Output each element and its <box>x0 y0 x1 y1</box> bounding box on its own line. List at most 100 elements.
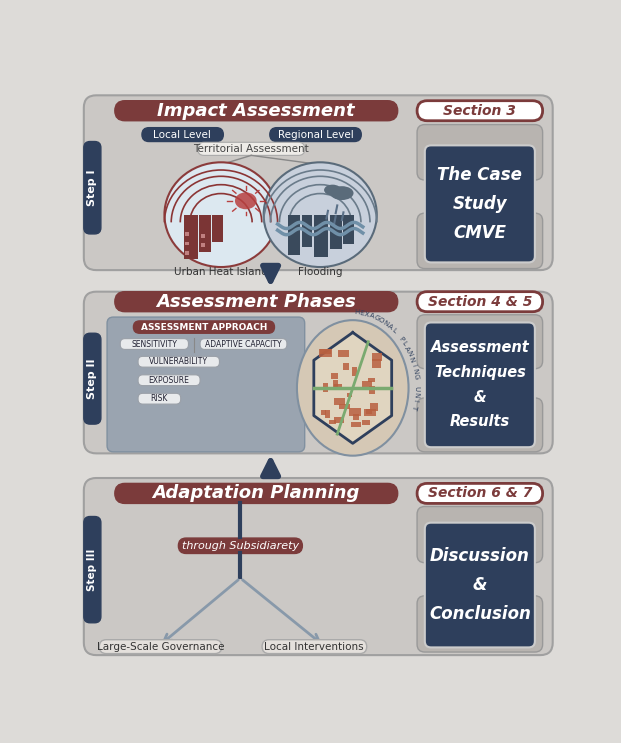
FancyBboxPatch shape <box>120 339 188 349</box>
Text: Discussion
&
Conclusion: Discussion & Conclusion <box>429 547 531 623</box>
FancyBboxPatch shape <box>417 101 543 120</box>
FancyBboxPatch shape <box>425 146 535 262</box>
Text: A: A <box>386 322 394 331</box>
Text: E: E <box>359 310 365 317</box>
FancyBboxPatch shape <box>440 562 519 596</box>
Text: Assessment
Techniques
&
Results: Assessment Techniques & Results <box>430 340 529 429</box>
FancyBboxPatch shape <box>84 141 101 234</box>
Bar <box>372 360 381 368</box>
Bar <box>319 349 332 357</box>
Text: A: A <box>368 312 375 319</box>
Text: Regional Level: Regional Level <box>278 129 353 140</box>
FancyBboxPatch shape <box>138 374 200 386</box>
Bar <box>185 251 189 255</box>
FancyBboxPatch shape <box>417 125 543 180</box>
Text: Adaptation Planning: Adaptation Planning <box>152 484 360 502</box>
Text: N: N <box>406 350 414 357</box>
FancyBboxPatch shape <box>417 292 543 312</box>
Bar <box>348 408 361 416</box>
FancyBboxPatch shape <box>115 101 397 120</box>
Bar <box>323 383 328 392</box>
FancyBboxPatch shape <box>84 478 553 655</box>
Text: Large-Scale Governance: Large-Scale Governance <box>97 642 224 652</box>
Text: Local Interventions: Local Interventions <box>264 642 364 652</box>
Bar <box>321 409 326 415</box>
FancyBboxPatch shape <box>425 522 535 647</box>
Text: Section 4 & 5: Section 4 & 5 <box>428 295 532 308</box>
Text: through Subsidiarety: through Subsidiarety <box>182 541 299 551</box>
FancyBboxPatch shape <box>138 357 219 367</box>
Bar <box>201 234 205 238</box>
FancyBboxPatch shape <box>417 596 543 652</box>
FancyBboxPatch shape <box>417 398 543 452</box>
Bar <box>201 243 205 247</box>
Bar <box>185 241 189 245</box>
Bar <box>329 420 337 424</box>
Text: EXPOSURE: EXPOSURE <box>148 376 189 385</box>
Text: U: U <box>413 386 419 392</box>
Text: Flooding: Flooding <box>298 267 342 276</box>
Text: Territorial Assessment: Territorial Assessment <box>193 144 309 155</box>
FancyBboxPatch shape <box>134 321 274 334</box>
Bar <box>320 349 331 354</box>
Text: G: G <box>412 374 419 380</box>
FancyBboxPatch shape <box>99 640 222 654</box>
Text: Impact Assessment: Impact Assessment <box>157 102 355 120</box>
FancyBboxPatch shape <box>417 507 543 562</box>
Text: P: P <box>397 335 405 343</box>
Ellipse shape <box>264 162 377 267</box>
Text: Section 3: Section 3 <box>443 104 516 117</box>
Ellipse shape <box>297 320 409 455</box>
Bar <box>302 215 312 247</box>
FancyBboxPatch shape <box>425 322 535 447</box>
Bar <box>347 393 352 398</box>
Text: ADAPTIVE CAPACITY: ADAPTIVE CAPACITY <box>205 340 282 348</box>
Text: T: T <box>411 404 418 409</box>
Text: I: I <box>412 399 419 402</box>
Bar <box>334 384 342 390</box>
FancyBboxPatch shape <box>84 516 101 623</box>
Text: SENSITIVITY: SENSITIVITY <box>132 340 177 348</box>
Bar <box>185 233 189 236</box>
Bar <box>364 409 376 416</box>
Bar <box>343 215 353 244</box>
Text: N: N <box>382 319 389 327</box>
Bar <box>330 215 342 250</box>
Text: Local Level: Local Level <box>153 129 211 140</box>
Polygon shape <box>314 332 392 444</box>
FancyBboxPatch shape <box>270 128 361 141</box>
Text: A: A <box>403 345 410 352</box>
Ellipse shape <box>330 186 353 200</box>
Text: N: N <box>413 392 419 398</box>
Text: X: X <box>364 311 369 318</box>
FancyBboxPatch shape <box>197 143 305 155</box>
Ellipse shape <box>165 162 278 267</box>
Bar <box>199 215 211 252</box>
Bar <box>334 417 344 423</box>
FancyBboxPatch shape <box>107 317 305 452</box>
Bar <box>338 350 348 357</box>
Text: L: L <box>401 340 408 347</box>
FancyBboxPatch shape <box>84 95 553 270</box>
FancyBboxPatch shape <box>440 367 519 398</box>
Text: H: H <box>354 309 360 316</box>
Text: Step I: Step I <box>88 169 97 206</box>
Bar <box>370 403 378 411</box>
Text: ASSESSMENT APPROACH: ASSESSMENT APPROACH <box>141 322 267 331</box>
Text: O: O <box>378 317 385 324</box>
Bar <box>331 372 338 379</box>
Text: N: N <box>411 368 418 374</box>
Text: RISK: RISK <box>150 395 168 403</box>
FancyBboxPatch shape <box>115 292 397 312</box>
FancyBboxPatch shape <box>178 538 302 554</box>
FancyBboxPatch shape <box>84 292 553 453</box>
Bar <box>332 380 338 389</box>
Bar <box>361 380 372 387</box>
Text: N: N <box>408 356 415 363</box>
Bar <box>343 363 350 370</box>
FancyBboxPatch shape <box>417 213 543 268</box>
FancyBboxPatch shape <box>262 640 366 654</box>
Text: Step II: Step II <box>88 358 97 399</box>
Text: I: I <box>410 363 417 367</box>
Bar <box>369 386 374 394</box>
